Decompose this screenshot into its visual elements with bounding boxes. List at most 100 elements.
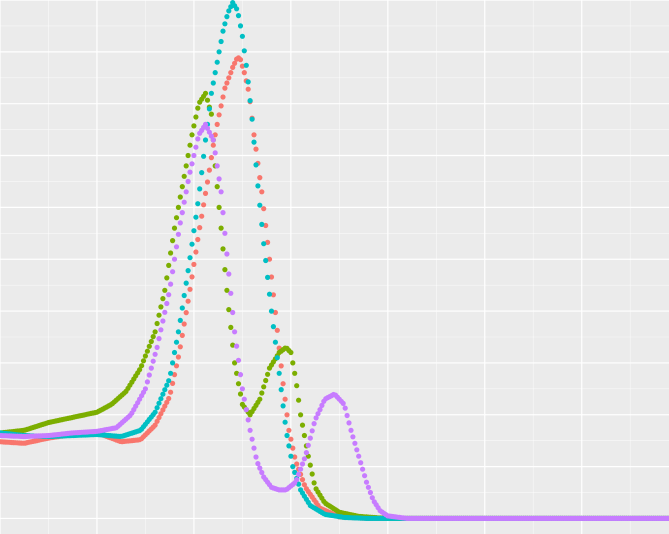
data-point: [181, 199, 187, 205]
data-point: [189, 274, 195, 280]
data-point: [193, 144, 199, 150]
data-point: [265, 371, 271, 377]
data-point: [154, 320, 160, 327]
data-point: [170, 238, 176, 244]
data-point: [202, 190, 209, 196]
data-point: [220, 210, 226, 216]
data-point: [296, 471, 302, 477]
data-point: [307, 462, 313, 468]
data-point: [142, 386, 148, 392]
data-point: [309, 471, 315, 477]
data-point: [280, 381, 286, 387]
data-point: [226, 8, 232, 14]
data-point: [251, 139, 257, 145]
data-point: [245, 86, 251, 92]
data-point: [251, 445, 257, 451]
data-point: [137, 367, 143, 373]
data-point: [173, 215, 180, 221]
data-point: [195, 105, 201, 111]
data-point: [294, 477, 300, 483]
data-point: [216, 49, 222, 55]
data-point: [261, 384, 267, 390]
data-point: [344, 412, 350, 419]
data-point: [204, 125, 211, 131]
data-point: [222, 85, 228, 91]
data-point: [220, 28, 226, 34]
data-point: [276, 370, 282, 376]
data-point: [319, 402, 325, 408]
data-point: [202, 121, 209, 127]
data-point: [173, 244, 180, 250]
data-point: [288, 453, 294, 459]
data-point: [354, 447, 360, 453]
data-point: [216, 112, 222, 118]
data-point: [212, 150, 218, 156]
series-4: [0, 121, 669, 522]
data-point: [268, 308, 275, 314]
data-point: [247, 427, 253, 433]
data-point: [171, 225, 178, 231]
data-point: [189, 161, 195, 167]
data-point: [197, 225, 203, 231]
data-point: [284, 412, 290, 418]
data-point: [253, 146, 259, 152]
data-point: [288, 349, 294, 356]
data-point: [232, 360, 238, 366]
data-point: [226, 75, 232, 81]
data-point: [202, 137, 209, 143]
data-point: [218, 103, 224, 109]
data-point: [152, 409, 158, 415]
data-point: [239, 63, 245, 69]
data-point: [222, 267, 228, 273]
data-point: [150, 334, 156, 340]
data-point: [226, 271, 232, 277]
data-point: [666, 515, 669, 521]
data-point: [307, 435, 313, 441]
data-point: [232, 60, 238, 66]
data-point: [148, 338, 154, 345]
data-point: [255, 461, 261, 467]
data-point: [201, 202, 207, 208]
data-point: [272, 339, 278, 345]
data-point: [222, 230, 228, 236]
data-point: [266, 291, 273, 297]
data-point: [156, 336, 162, 342]
data-point: [191, 123, 197, 129]
data-point: [208, 133, 214, 139]
data-point: [210, 80, 216, 86]
data-point: [160, 391, 166, 397]
data-point: [156, 400, 162, 406]
data-point: [272, 309, 278, 316]
data-point: [309, 428, 315, 434]
data-point: [249, 116, 255, 122]
data-point: [199, 213, 205, 219]
data-point: [195, 236, 201, 243]
data-point: [164, 275, 170, 281]
data-point: [179, 210, 185, 216]
data-point: [164, 300, 170, 307]
data-point: [237, 23, 244, 29]
data-point: [166, 262, 172, 268]
data-point: [175, 354, 181, 360]
data-point: [181, 173, 187, 179]
data-point: [235, 357, 242, 363]
data-point: [261, 206, 267, 212]
data-point: [160, 296, 166, 302]
data-point: [179, 305, 185, 311]
data-point: [181, 292, 187, 299]
data-point: [208, 90, 214, 96]
data-point: [340, 400, 346, 406]
data-point: [148, 365, 154, 371]
data-point: [235, 13, 242, 19]
data-point: [282, 419, 288, 425]
data-point: [179, 184, 185, 190]
data-point: [311, 421, 317, 427]
data-point: [197, 186, 203, 192]
data-point: [189, 241, 195, 247]
data-point: [226, 307, 232, 313]
data-point: [224, 14, 230, 20]
data-point: [177, 194, 183, 200]
data-point: [294, 461, 300, 467]
data-point: [237, 372, 244, 378]
